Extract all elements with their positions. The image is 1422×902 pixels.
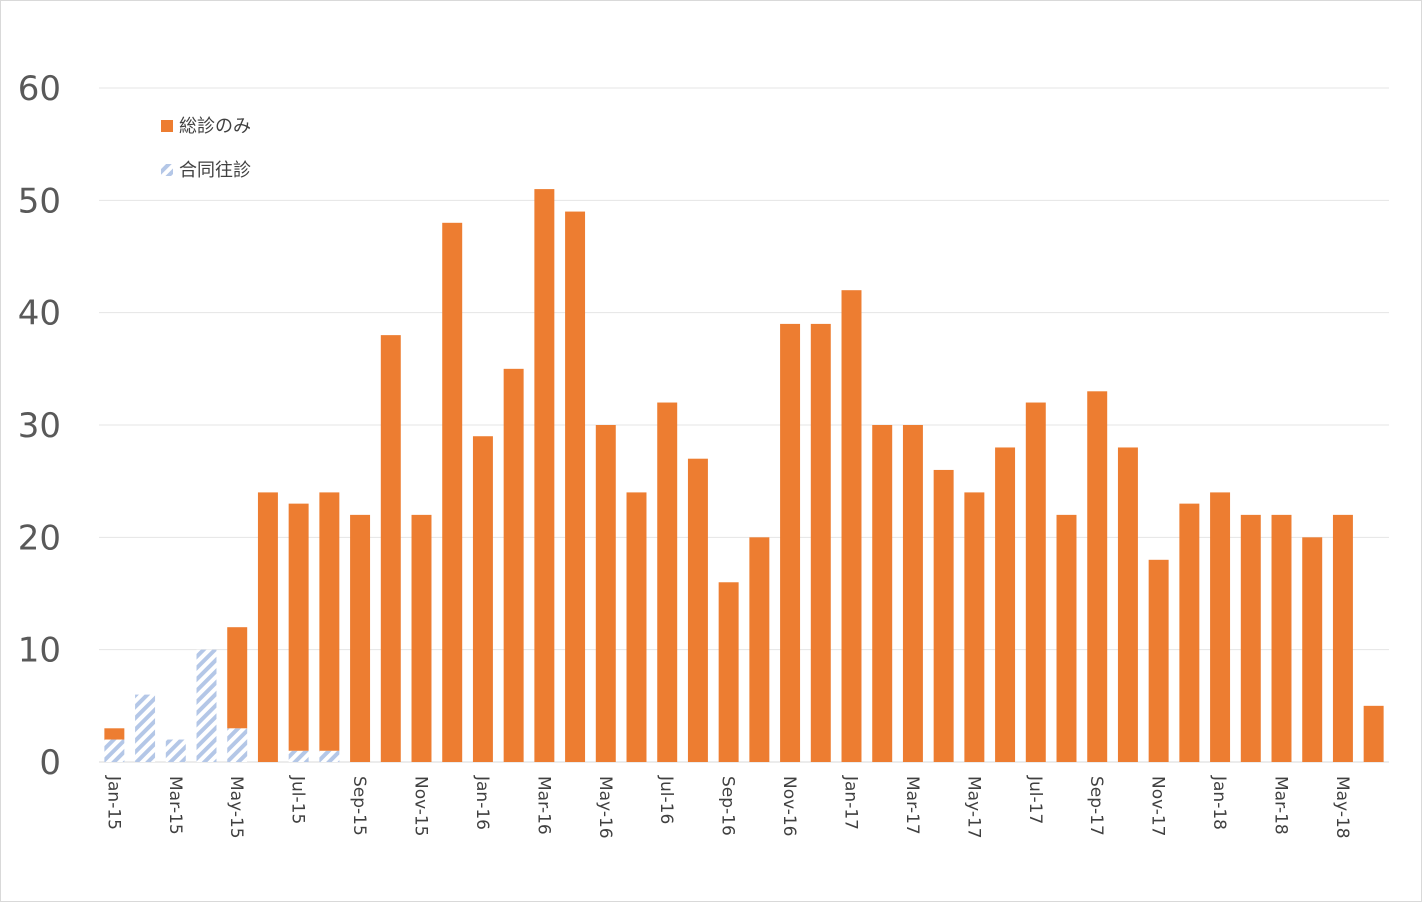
x-tick-label: Jul-15: [288, 775, 308, 824]
bar-segment: [872, 425, 893, 762]
y-tick-label: 20: [18, 518, 61, 558]
bar-segment: [933, 469, 954, 762]
y-tick-label: 10: [18, 631, 61, 671]
bar-segment: [442, 222, 463, 763]
x-tick-label: Sep-15: [349, 776, 369, 836]
bar-segment: [534, 189, 555, 763]
bar-segment: [902, 425, 923, 762]
bar-segment: [503, 368, 524, 762]
legend-swatch: [161, 120, 173, 132]
y-tick-label: 30: [18, 406, 61, 446]
x-tick-label: Nov-15: [411, 776, 431, 837]
bar-segment: [1302, 537, 1323, 762]
bar-segment: [1332, 514, 1353, 762]
bar-segment: [964, 492, 985, 762]
bar-segment: [1240, 514, 1261, 762]
x-tick-label: May-15: [226, 776, 246, 839]
bar-segment: [257, 492, 278, 762]
bar-segment: [227, 627, 248, 729]
bar-segment: [288, 503, 309, 751]
y-tick-label: 0: [39, 743, 61, 783]
bar-segment: [1056, 514, 1077, 762]
x-tick-label: Sep-16: [718, 776, 738, 836]
bar-segment: [749, 537, 770, 762]
bar-segment: [1025, 402, 1046, 762]
bar-segment: [196, 649, 217, 762]
bar-segment: [687, 458, 708, 762]
bar-segment: [1148, 559, 1169, 762]
x-tick-label: Nov-16: [779, 776, 799, 837]
x-tick-label: Jan-15: [103, 775, 123, 830]
bar-segment: [350, 514, 371, 762]
bar-segment: [319, 750, 340, 762]
bar-segment: [1210, 492, 1231, 762]
legend-swatch: [161, 164, 173, 176]
x-axis-ticks: Jan-15 Mar-15 May-15 Jul-15 Sep-15 Nov-15 Jan-…: [103, 775, 1352, 839]
gridlines: [99, 87, 1389, 763]
bar-segment: [472, 436, 493, 762]
legend-label: 合同往診: [179, 160, 251, 181]
y-tick-label: 40: [18, 294, 61, 334]
bar-segment: [780, 323, 801, 762]
x-tick-label: Mar-17: [902, 776, 922, 835]
x-tick-label: Mar-18: [1271, 776, 1291, 835]
bar-segment: [288, 750, 309, 762]
bars: [104, 189, 1384, 763]
x-tick-label: Jan-17: [841, 775, 861, 830]
bar-segment: [319, 492, 340, 751]
x-tick-label: Jul-17: [1025, 775, 1045, 824]
bar-segment: [626, 492, 647, 762]
x-tick-label: Jan-16: [472, 775, 492, 830]
bar-segment: [135, 694, 156, 762]
y-tick-label: 60: [18, 69, 61, 109]
x-tick-label: Sep-17: [1086, 776, 1106, 836]
bar-segment: [1363, 705, 1384, 762]
bar-segment: [1087, 391, 1108, 762]
bar-segment: [1117, 447, 1138, 762]
x-tick-label: May-16: [595, 776, 615, 839]
x-tick-label: Jul-16: [656, 775, 676, 824]
x-tick-label: Jan-18: [1209, 775, 1229, 830]
bar-segment: [718, 582, 739, 762]
y-tick-label: 50: [18, 181, 61, 221]
bar-segment: [657, 402, 678, 762]
bar-segment: [104, 728, 125, 740]
bar-segment: [104, 739, 125, 762]
bar-segment: [565, 211, 586, 763]
legend-label: 総診のみ: [179, 116, 251, 137]
bar-segment: [810, 323, 831, 762]
bar-segment: [165, 739, 186, 762]
bar-segment: [595, 425, 616, 762]
bar-segment: [380, 335, 401, 762]
x-tick-label: May-18: [1332, 776, 1352, 839]
y-axis-ticks: 0 10 20 30 40 50 60: [18, 69, 61, 783]
x-tick-label: Mar-15: [165, 776, 185, 835]
bar-segment: [995, 447, 1016, 762]
bar-segment: [1271, 514, 1292, 762]
bar-segment: [841, 290, 862, 762]
x-tick-label: Mar-16: [533, 776, 553, 835]
bar-segment: [227, 728, 248, 762]
x-tick-label: May-17: [963, 776, 983, 839]
bar-segment: [1179, 503, 1200, 762]
x-tick-label: Nov-17: [1148, 776, 1168, 837]
bar-segment: [411, 514, 432, 762]
